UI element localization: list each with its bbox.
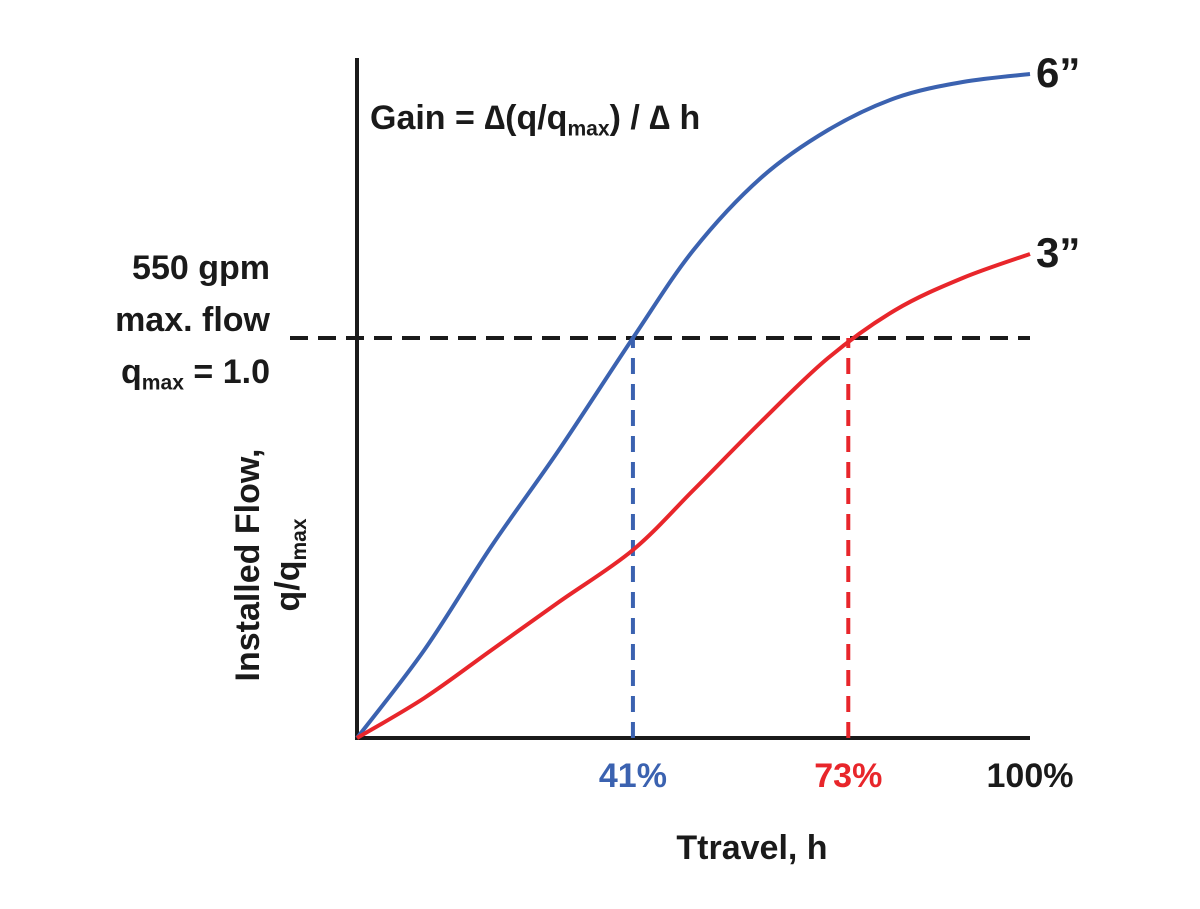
reference-label: 550 gpm (132, 249, 270, 287)
y-label-line: Installed Flow, (229, 449, 267, 682)
text-part: ) / ∆ h (610, 99, 701, 137)
text-part: q/q (269, 561, 307, 612)
subscript: max (288, 518, 311, 560)
y-label-line: q/qmax (269, 518, 311, 611)
text-part: 550 gpm (132, 249, 270, 287)
subscript: max (142, 371, 184, 394)
series-label: 6” (1036, 49, 1080, 96)
series-line (355, 252, 1031, 740)
chart-title: Gain = ∆(q/qmax) / ∆ h (370, 99, 700, 140)
text-part: Gain = ∆(q/q (370, 99, 567, 137)
series-label: 3” (1036, 229, 1080, 276)
x-tick-label: 100% (987, 757, 1074, 795)
x-tick-label: 41% (599, 757, 667, 795)
x-axis-label: Ttravel, h (676, 829, 827, 867)
text-part: q (121, 353, 142, 391)
text-part: max. flow (115, 301, 270, 339)
x-tick-label: 73% (814, 757, 882, 795)
reference-label: qmax = 1.0 (121, 353, 270, 394)
subscript: max (567, 117, 609, 140)
text-part: = 1.0 (184, 353, 270, 391)
reference-label: max. flow (115, 301, 270, 339)
y-axis-label: Installed Flow, q/qmax (229, 449, 311, 682)
series-line (355, 72, 1031, 740)
